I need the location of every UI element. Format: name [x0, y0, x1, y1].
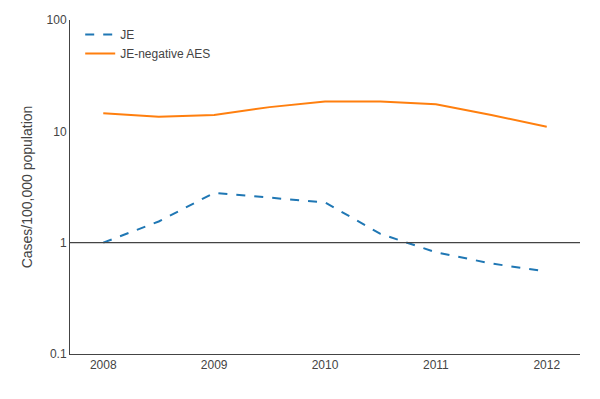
- svg-text:100: 100: [47, 13, 67, 27]
- svg-text:2008: 2008: [90, 358, 117, 372]
- svg-text:0.1: 0.1: [50, 347, 67, 361]
- svg-text:2011: 2011: [423, 358, 449, 372]
- svg-text:JE-negative AES: JE-negative AES: [120, 47, 210, 61]
- svg-text:2012: 2012: [533, 358, 560, 372]
- svg-text:1: 1: [60, 236, 67, 250]
- svg-text:2010: 2010: [312, 358, 339, 372]
- svg-text:Cases/100,000 population: Cases/100,000 population: [19, 106, 35, 269]
- svg-text:2009: 2009: [201, 358, 228, 372]
- svg-text:10: 10: [53, 125, 67, 139]
- svg-text:JE: JE: [120, 28, 134, 42]
